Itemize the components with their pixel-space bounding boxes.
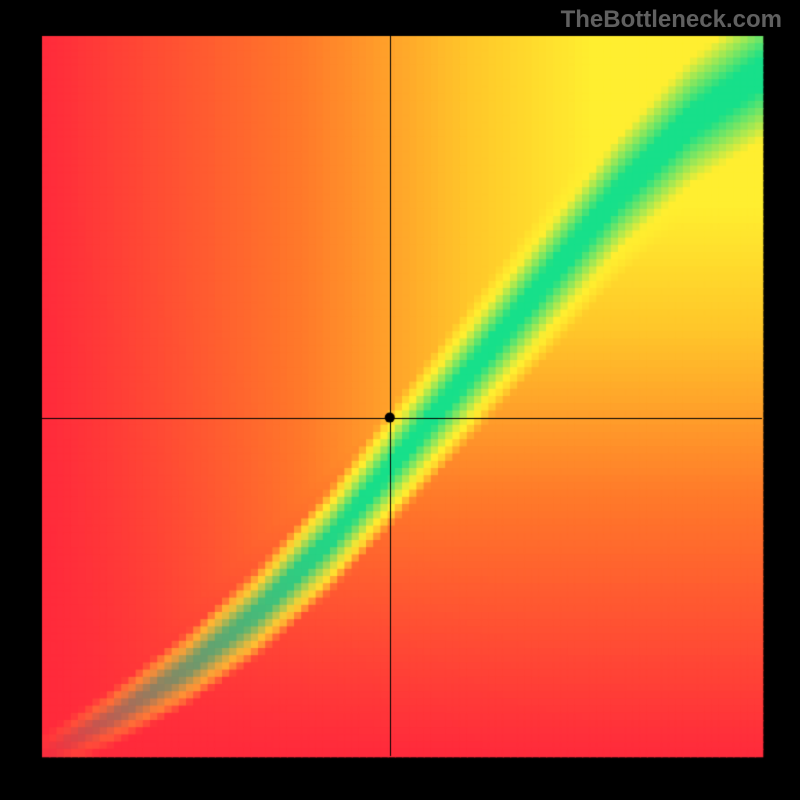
chart-container: TheBottleneck.com [0, 0, 800, 800]
watermark-label: TheBottleneck.com [561, 6, 782, 34]
bottleneck-heatmap [0, 0, 800, 800]
